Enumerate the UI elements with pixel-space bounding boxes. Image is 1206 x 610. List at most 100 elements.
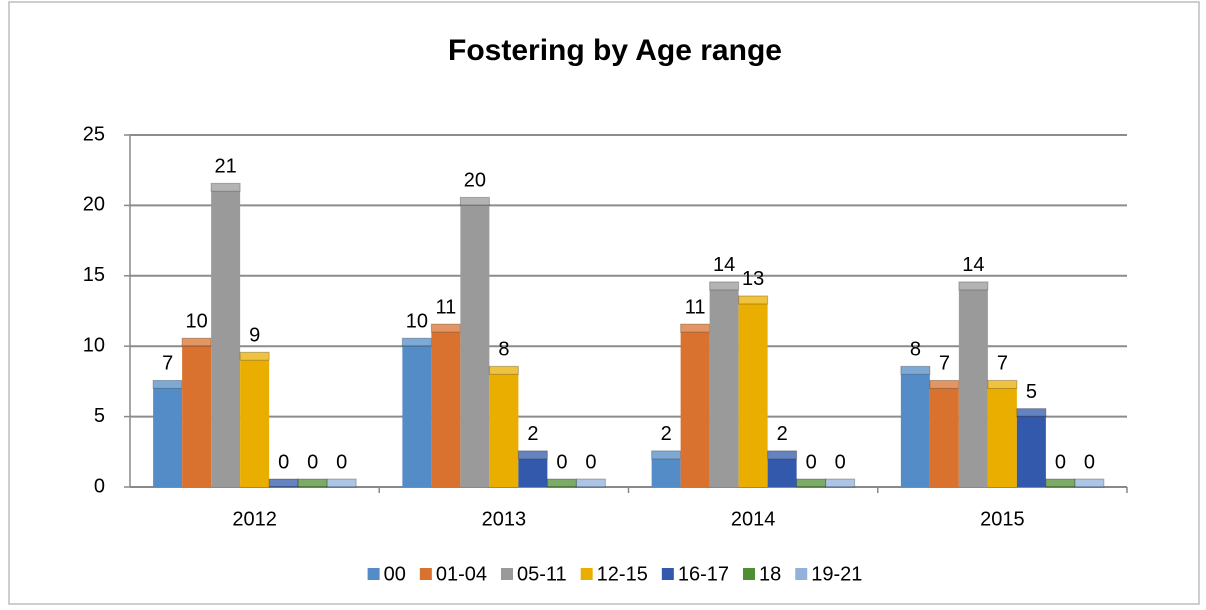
- data-label: 0: [1084, 451, 1095, 473]
- data-label: 0: [806, 451, 817, 473]
- bar-cap: [767, 450, 798, 460]
- y-tick-label: 20: [83, 194, 105, 216]
- bar: [709, 289, 739, 487]
- bar-cap: [987, 379, 1018, 389]
- legend-label: 19-21: [811, 563, 862, 585]
- bar: [518, 458, 548, 487]
- bar-cap: [210, 182, 241, 192]
- data-label: 11: [685, 296, 706, 318]
- legend-label: 12-15: [597, 563, 648, 585]
- data-label: 0: [556, 451, 567, 473]
- y-tick-label: 25: [83, 123, 105, 145]
- bar: [402, 346, 432, 487]
- y-tick-label: 5: [94, 405, 105, 427]
- legend-swatch: [742, 568, 755, 580]
- bar: [900, 374, 930, 487]
- data-label: 0: [585, 451, 596, 473]
- bar: [460, 205, 490, 487]
- legend-label: 18: [759, 563, 781, 585]
- x-tick-label: 2014: [731, 508, 776, 530]
- bar: [431, 332, 461, 487]
- x-tick-label: 2012: [232, 508, 277, 530]
- data-label: 0: [336, 451, 347, 473]
- bar-cap: [430, 323, 461, 333]
- legend-label: 05-11: [517, 563, 567, 585]
- data-label: 0: [278, 451, 289, 473]
- bar-cap: [181, 337, 212, 347]
- bar: [489, 374, 519, 487]
- chart-title: Fostering by Age range: [448, 34, 782, 67]
- data-label: 20: [464, 170, 486, 192]
- y-tick-label: 0: [94, 475, 105, 497]
- data-label: 7: [162, 353, 173, 375]
- legend-swatch: [501, 568, 514, 580]
- legend-swatch: [419, 568, 432, 580]
- data-label: 0: [835, 451, 846, 473]
- chart-border: [8, 1, 1200, 605]
- legend-swatch: [580, 568, 593, 580]
- data-label: 8: [498, 339, 509, 361]
- data-label: 0: [1055, 451, 1066, 473]
- bar: [680, 332, 710, 487]
- data-label: 2: [661, 423, 672, 445]
- legend-swatch: [367, 568, 380, 580]
- legend-label: 01-04: [436, 563, 487, 585]
- bar-cap: [488, 365, 519, 375]
- bar: [987, 388, 1017, 487]
- bar: [240, 360, 270, 487]
- bar-cap: [680, 323, 711, 333]
- data-label: 14: [962, 254, 984, 276]
- y-tick-label: 10: [83, 334, 105, 356]
- bar-cap: [297, 478, 328, 488]
- data-label: 5: [1026, 381, 1037, 403]
- bar-cap: [1074, 478, 1105, 488]
- bar: [929, 388, 959, 487]
- data-label: 21: [215, 156, 237, 178]
- bar-cap: [268, 478, 299, 488]
- data-label: 14: [713, 254, 735, 276]
- bar: [1016, 416, 1046, 487]
- bar-cap: [546, 478, 577, 488]
- bar-cap: [152, 379, 183, 389]
- bar-cap: [651, 450, 682, 460]
- legend-label: 00: [384, 563, 406, 585]
- data-label: 11: [435, 296, 456, 318]
- bar-cap: [958, 281, 989, 291]
- data-label: 8: [910, 339, 921, 361]
- bar: [767, 458, 797, 487]
- bar-cap: [239, 351, 270, 361]
- data-label: 7: [939, 353, 950, 375]
- bar-cap: [401, 337, 432, 347]
- bar: [651, 458, 681, 487]
- bar-cap: [738, 295, 769, 305]
- bar-cap: [900, 365, 931, 375]
- bar-cap: [326, 478, 357, 488]
- bar: [153, 388, 183, 487]
- legend-swatch: [795, 568, 808, 580]
- y-tick-label: 15: [83, 264, 105, 286]
- data-label: 0: [307, 451, 318, 473]
- x-tick-label: 2015: [980, 508, 1025, 530]
- legend-label: 16-17: [678, 563, 729, 585]
- bar-cap: [796, 478, 827, 488]
- data-label: 13: [742, 268, 764, 290]
- bar-cap: [709, 281, 740, 291]
- bar-cap: [517, 450, 548, 460]
- data-label: 7: [997, 353, 1008, 375]
- bar-cap: [1016, 408, 1047, 418]
- legend-swatch: [661, 568, 674, 580]
- bar: [211, 191, 241, 487]
- bar-cap: [929, 379, 960, 389]
- bar-cap: [575, 478, 606, 488]
- bar: [738, 303, 768, 487]
- bar-cap: [825, 478, 856, 488]
- bar-cap: [459, 196, 490, 206]
- data-label: 2: [777, 423, 788, 445]
- bar-cap: [1045, 478, 1076, 488]
- data-label: 10: [406, 310, 428, 332]
- bar: [958, 289, 988, 487]
- data-label: 2: [527, 423, 538, 445]
- data-label: 9: [249, 325, 260, 347]
- legend: 00 01-04 05-11 12-15 16-17 18 19-21: [367, 563, 862, 585]
